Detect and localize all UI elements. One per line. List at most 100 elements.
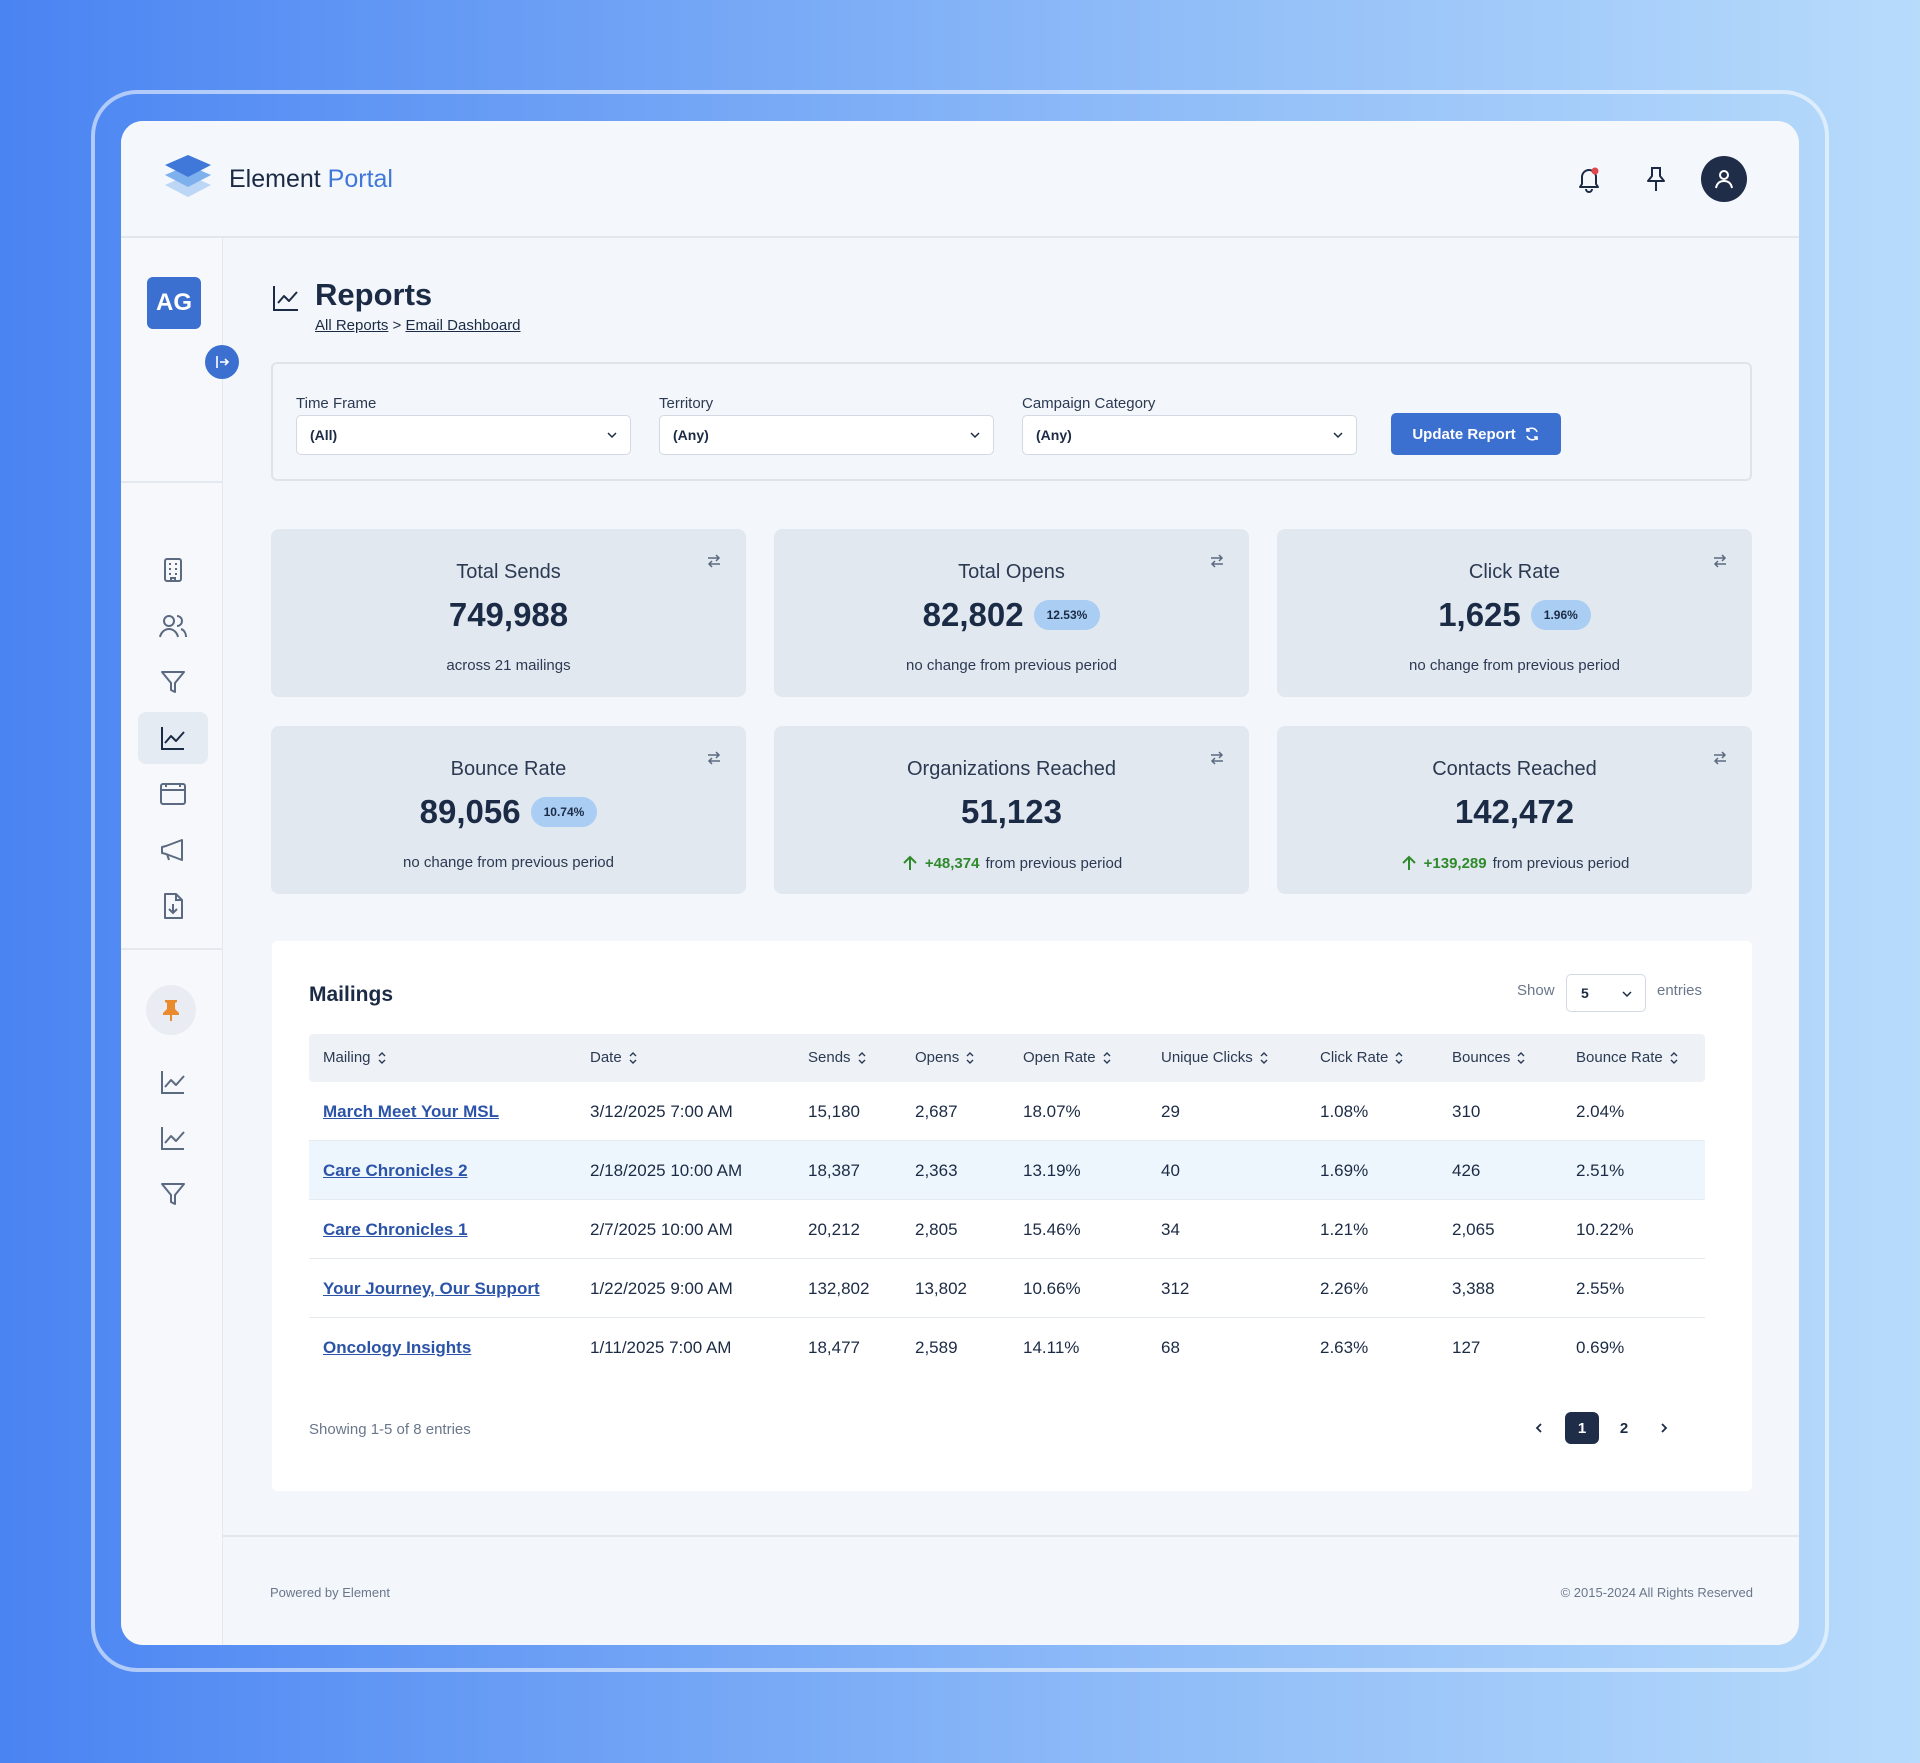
user-avatar-button[interactable] (1701, 156, 1747, 202)
campaign-category-select[interactable]: (Any) (1022, 415, 1357, 455)
table-row: Care Chronicles 1 2/7/2025 10:00 AM 20,212… (309, 1200, 1705, 1259)
chart-icon (161, 1127, 185, 1150)
logo-icon (165, 155, 211, 197)
bell-icon[interactable] (1573, 163, 1605, 195)
breadcrumb-link-all-reports[interactable]: All Reports (315, 317, 389, 334)
stat-card-click-rate: Click Rate 1,625 1.96% no change from pre… (1277, 529, 1752, 697)
sidebar-pinned-report-1[interactable] (138, 1056, 208, 1108)
mailing-link[interactable]: Oncology Insights (323, 1338, 472, 1357)
column-header-label: Date (590, 1049, 622, 1066)
stat-value-row: 1,625 1.96% (1277, 596, 1752, 634)
sidebar-item-contacts[interactable] (138, 600, 208, 652)
entries-per-page-select[interactable]: 5 (1566, 974, 1646, 1012)
app-window: Element Portal (121, 121, 1799, 1645)
cell-unique-clicks: 40 (1161, 1161, 1180, 1180)
stat-value: 142,472 (1454, 793, 1575, 830)
mailings-table-card: Mailings Show 5 entries Mailing Date Sen… (272, 941, 1752, 1491)
swap-icon[interactable] (1712, 553, 1728, 569)
cell-sends: 132,802 (808, 1279, 870, 1298)
column-header-mailing[interactable]: Mailing (323, 1049, 387, 1066)
swap-icon[interactable] (706, 750, 722, 766)
territory-value: (Any) (673, 427, 709, 443)
sidebar-collapse-button[interactable] (205, 345, 239, 379)
sidebar-item-downloads[interactable] (138, 880, 208, 932)
sidebar-item-reports[interactable] (138, 712, 208, 764)
stat-subtext-label: from previous period (1492, 854, 1630, 872)
pagination-next-button[interactable] (1652, 1412, 1676, 1444)
mailing-link[interactable]: Care Chronicles 2 (323, 1161, 468, 1180)
sidebar-divider (121, 948, 223, 950)
cell-bounces: 2,065 (1452, 1220, 1495, 1239)
sidebar-item-filters[interactable] (138, 656, 208, 708)
pin-icon[interactable] (1640, 163, 1672, 195)
mailing-link[interactable]: Your Journey, Our Support (323, 1279, 540, 1298)
sort-icon (1670, 1051, 1678, 1064)
mailings-title: Mailings (309, 983, 394, 1006)
stat-value: 82,802 (922, 596, 1024, 633)
update-report-button[interactable]: Update Report (1391, 413, 1561, 455)
cell-bounce-rate: 0.69% (1576, 1338, 1625, 1357)
stat-title: Click Rate (1468, 561, 1561, 583)
mailing-link[interactable]: Care Chronicles 1 (323, 1220, 468, 1239)
stat-value-row: 142,472 (1277, 793, 1752, 831)
account-initials[interactable]: AG (147, 277, 201, 329)
calendar-icon (160, 783, 186, 805)
footer-divider (223, 1535, 1799, 1537)
column-header-date[interactable]: Date (590, 1049, 638, 1066)
cell-date: 2/18/2025 10:00 AM (590, 1161, 743, 1180)
stat-title: Total Opens (958, 561, 1065, 583)
sidebar-pinned-filter[interactable] (138, 1168, 208, 1220)
brand-prefix: Element (229, 165, 321, 193)
swap-icon[interactable] (706, 553, 722, 569)
mailing-link[interactable]: March Meet Your MSL (323, 1102, 500, 1121)
stat-delta: +48,374 (924, 854, 980, 872)
footer-powered-by: Powered by Element (270, 1585, 390, 1600)
brand-name[interactable]: Element Portal (229, 165, 393, 194)
pagination-page-1[interactable]: 1 (1565, 1412, 1599, 1444)
cell-open-rate: 10.66% (1023, 1279, 1081, 1298)
cell-bounce-rate: 2.04% (1576, 1102, 1625, 1121)
column-header-opens[interactable]: Opens (915, 1049, 975, 1066)
stat-subtext-label: no change from previous period (906, 657, 1117, 674)
swap-icon[interactable] (1712, 750, 1728, 766)
swap-icon[interactable] (1209, 750, 1225, 766)
chevron-down-icon (1622, 991, 1632, 998)
chevron-down-icon (607, 432, 617, 439)
footer-copyright: © 2015-2024 All Rights Reserved (1560, 1585, 1753, 1600)
collapse-arrow-icon (216, 356, 230, 368)
column-header-sends[interactable]: Sends (808, 1049, 867, 1066)
stat-percentage-badge: 10.74% (530, 797, 598, 827)
time-frame-select[interactable]: (All) (296, 415, 631, 455)
sidebar-item-campaigns[interactable] (138, 824, 208, 876)
cell-opens: 2,687 (915, 1102, 958, 1121)
column-header-unique-clicks[interactable]: Unique Clicks (1161, 1049, 1269, 1066)
cell-bounces: 426 (1452, 1161, 1481, 1180)
sort-icon (1517, 1051, 1525, 1064)
stat-subtext: no change from previous period (1277, 657, 1752, 674)
cell-opens: 2,805 (915, 1220, 958, 1239)
breadcrumb-link-email-dashboard[interactable]: Email Dashboard (405, 317, 521, 334)
sidebar-item-calendar[interactable] (138, 768, 208, 820)
entries-per-page-value: 5 (1581, 985, 1589, 1001)
brand-suffix: Portal (327, 165, 393, 193)
stat-title: Bounce Rate (450, 758, 567, 780)
column-header-click-rate[interactable]: Click Rate (1320, 1049, 1404, 1066)
breadcrumb-separator: > (392, 317, 402, 334)
stat-card-total-sends: Total Sends 749,988 across 21 mailings (271, 529, 746, 697)
column-header-bounce-rate[interactable]: Bounce Rate (1576, 1049, 1679, 1066)
report-filters: Time Frame (All) Territory (Any) Campaig… (271, 362, 1752, 481)
arrow-up-icon (1401, 855, 1416, 870)
pagination-prev-button[interactable] (1527, 1412, 1551, 1444)
territory-select[interactable]: (Any) (659, 415, 994, 455)
stat-subtext-label: across 21 mailings (446, 657, 571, 674)
sidebar-pinned-report-2[interactable] (138, 1112, 208, 1164)
entries-label: entries (1657, 982, 1703, 999)
sidebar-item-organizations[interactable] (138, 544, 208, 596)
pagination-page-2[interactable]: 2 (1619, 1419, 1629, 1437)
column-header-open-rate[interactable]: Open Rate (1023, 1049, 1112, 1066)
swap-icon[interactable] (1209, 553, 1225, 569)
outer-frame (91, 90, 1829, 1672)
chevron-down-icon (970, 432, 980, 439)
column-header-bounces[interactable]: Bounces (1452, 1049, 1526, 1066)
show-label: Show (1517, 982, 1555, 999)
